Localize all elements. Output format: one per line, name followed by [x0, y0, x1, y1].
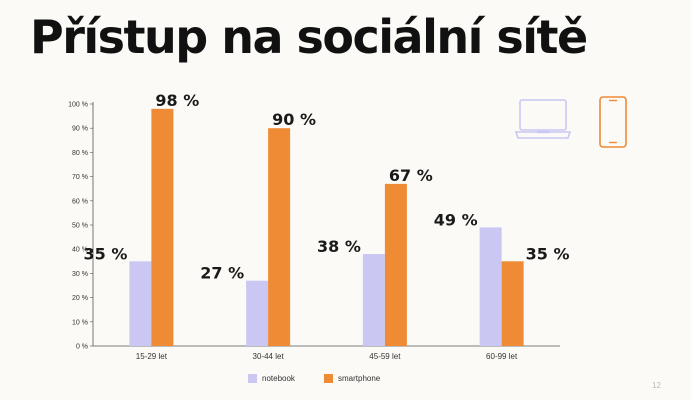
x-tick-label: 60-99 let — [486, 352, 518, 361]
data-label-notebook: 35 % — [84, 244, 128, 263]
smartphone-icon — [599, 96, 627, 148]
x-tick-label: 45-59 let — [369, 352, 401, 361]
data-label-smartphone: 67 % — [389, 166, 433, 185]
bar-notebook — [129, 261, 152, 346]
y-tick-label: 10 % — [72, 319, 88, 326]
data-label-smartphone: 98 % — [155, 91, 199, 110]
legend-label-notebook: notebook — [262, 374, 295, 383]
y-tick-label: 20 % — [72, 295, 88, 302]
legend-label-smartphone: smartphone — [338, 374, 381, 383]
y-tick-label: 70 % — [72, 174, 88, 181]
y-tick-label: 40 % — [72, 247, 88, 254]
bar-smartphone — [151, 108, 174, 346]
bar-notebook — [479, 227, 502, 346]
y-tick-label: 90 % — [72, 126, 88, 133]
data-label-smartphone: 35 % — [526, 244, 570, 263]
data-label-notebook: 49 % — [434, 210, 478, 229]
bar-smartphone — [501, 261, 524, 346]
y-tick-label: 80 % — [72, 150, 88, 157]
x-tick-label: 15-29 let — [136, 352, 168, 361]
data-label-notebook: 27 % — [200, 264, 244, 283]
y-tick-label: 0 % — [76, 344, 88, 351]
x-tick-label: 30-44 let — [253, 352, 285, 361]
legend-item-smartphone: smartphone — [324, 374, 380, 383]
y-tick-label: 100 % — [68, 102, 88, 109]
page-title: Přístup na sociální sítě — [30, 10, 588, 64]
bar-notebook — [246, 280, 269, 346]
legend-swatch-notebook — [248, 374, 257, 383]
y-tick-label: 50 % — [72, 223, 88, 230]
y-tick-label: 60 % — [72, 198, 88, 205]
legend-swatch-smartphone — [324, 374, 333, 383]
data-label-notebook: 38 % — [317, 237, 361, 256]
y-tick-label: 30 % — [72, 271, 88, 278]
data-label-smartphone: 90 % — [272, 110, 316, 129]
page-number: 12 — [652, 381, 661, 390]
bar-smartphone — [384, 183, 407, 346]
legend-item-notebook: notebook — [248, 374, 295, 383]
bar-notebook — [362, 254, 385, 346]
bar-smartphone — [268, 128, 291, 346]
laptop-icon — [514, 99, 572, 139]
